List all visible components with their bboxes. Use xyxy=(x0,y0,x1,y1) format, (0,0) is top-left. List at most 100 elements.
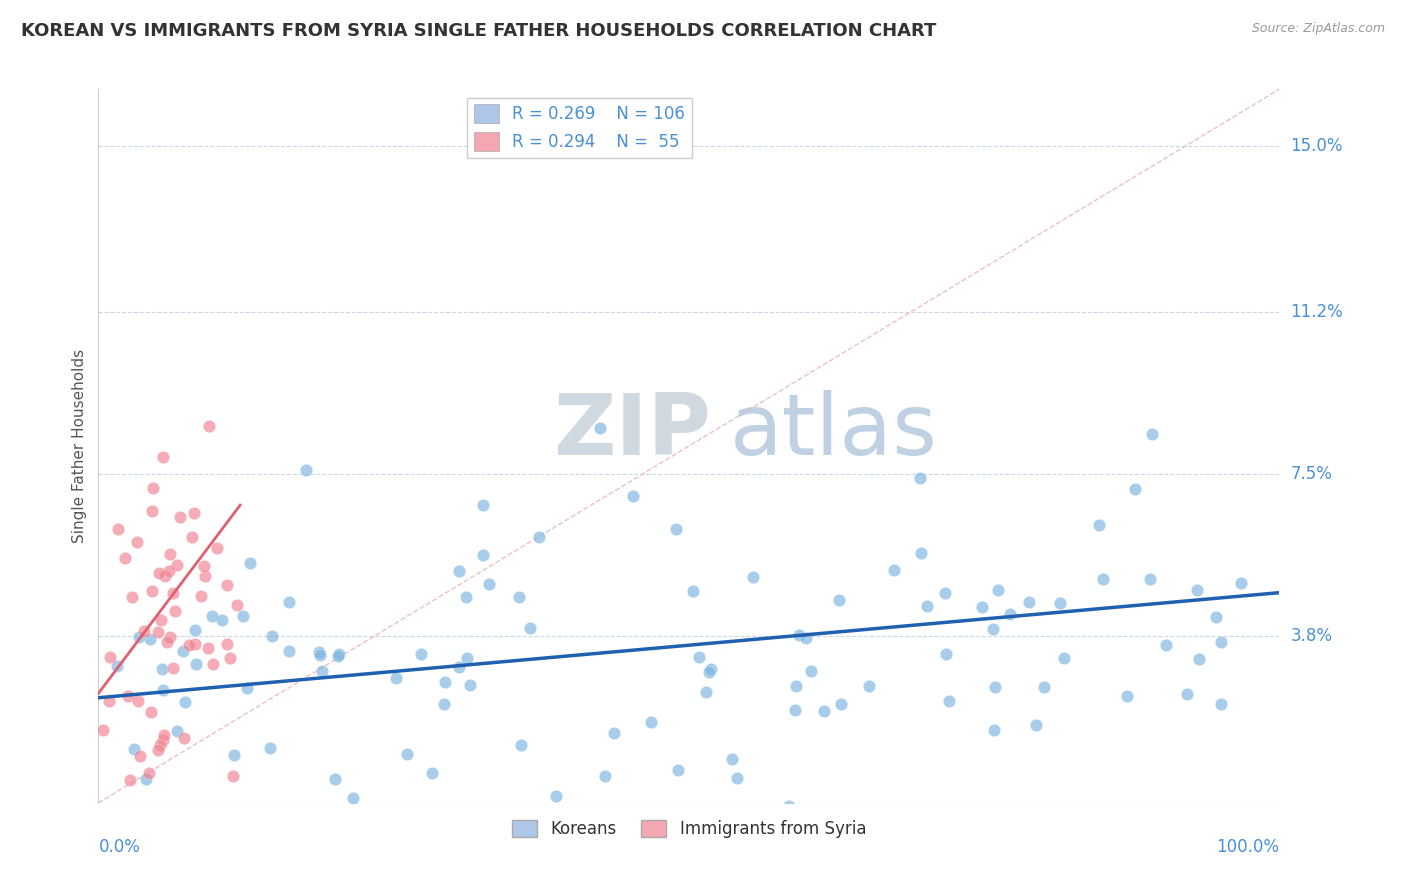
Text: 100.0%: 100.0% xyxy=(1216,838,1279,855)
Point xyxy=(478,576,501,591)
Point xyxy=(509,738,531,752)
Point xyxy=(207,541,229,555)
Point xyxy=(127,693,149,707)
Point xyxy=(166,724,188,739)
Point xyxy=(98,649,121,664)
Point xyxy=(165,604,187,618)
Point xyxy=(141,504,163,518)
Point xyxy=(148,738,170,752)
Point xyxy=(309,648,332,662)
Point xyxy=(150,661,173,675)
Text: atlas: atlas xyxy=(730,390,938,474)
Point xyxy=(326,648,349,663)
Point xyxy=(910,546,932,560)
Point xyxy=(201,657,224,671)
Point xyxy=(278,644,301,658)
Point xyxy=(603,726,626,740)
Point xyxy=(107,522,129,536)
Point xyxy=(1115,689,1137,703)
Point xyxy=(1187,583,1209,598)
Point xyxy=(311,664,333,678)
Point xyxy=(139,705,162,719)
Point xyxy=(1211,634,1233,648)
Point xyxy=(544,789,567,803)
Point xyxy=(1088,517,1111,532)
Point xyxy=(908,470,931,484)
Point xyxy=(222,769,245,783)
Point xyxy=(593,769,616,783)
Point xyxy=(858,679,880,693)
Text: 0.0%: 0.0% xyxy=(98,838,141,855)
Point xyxy=(159,547,181,561)
Text: 3.8%: 3.8% xyxy=(1291,627,1333,646)
Point xyxy=(114,551,136,566)
Point xyxy=(1053,651,1076,665)
Point xyxy=(98,823,121,838)
Point xyxy=(173,731,195,746)
Point xyxy=(219,651,242,665)
Point xyxy=(1033,680,1056,694)
Point xyxy=(830,697,852,711)
Point xyxy=(118,773,141,788)
Point xyxy=(150,613,173,627)
Point xyxy=(222,747,245,762)
Point xyxy=(183,506,205,520)
Point xyxy=(226,599,249,613)
Point xyxy=(211,613,233,627)
Point xyxy=(1156,638,1178,652)
Point xyxy=(132,624,155,638)
Point xyxy=(721,752,744,766)
Point xyxy=(172,644,194,658)
Point xyxy=(1205,610,1227,624)
Point xyxy=(589,421,612,435)
Point xyxy=(184,657,207,672)
Point xyxy=(197,640,219,655)
Point xyxy=(217,822,239,837)
Point xyxy=(260,629,283,643)
Text: Source: ZipAtlas.com: Source: ZipAtlas.com xyxy=(1251,22,1385,36)
Point xyxy=(162,661,184,675)
Point xyxy=(688,649,710,664)
Point xyxy=(433,697,456,711)
Point xyxy=(665,522,688,536)
Point xyxy=(169,510,191,524)
Point xyxy=(666,763,689,777)
Point xyxy=(135,772,157,786)
Point xyxy=(700,662,723,676)
Point xyxy=(460,678,482,692)
Point xyxy=(138,765,160,780)
Point xyxy=(129,749,152,764)
Point xyxy=(278,595,301,609)
Point xyxy=(1091,572,1114,586)
Point xyxy=(217,578,239,592)
Point xyxy=(1188,652,1211,666)
Point xyxy=(177,638,200,652)
Point xyxy=(156,634,179,648)
Point xyxy=(785,679,807,693)
Point xyxy=(1025,718,1047,732)
Point xyxy=(105,659,128,673)
Point xyxy=(127,534,149,549)
Point xyxy=(152,682,174,697)
Point xyxy=(682,583,704,598)
Point xyxy=(294,463,316,477)
Point xyxy=(184,637,207,651)
Point xyxy=(236,681,259,696)
Legend: Koreans, Immigrants from Syria: Koreans, Immigrants from Syria xyxy=(505,813,873,845)
Point xyxy=(1140,427,1163,442)
Point xyxy=(433,674,456,689)
Point xyxy=(153,728,176,742)
Point xyxy=(190,816,212,830)
Text: 15.0%: 15.0% xyxy=(1291,137,1343,155)
Point xyxy=(173,695,195,709)
Point xyxy=(193,558,215,573)
Point xyxy=(987,582,1010,597)
Point xyxy=(198,419,221,434)
Point xyxy=(742,570,765,584)
Point xyxy=(800,665,823,679)
Point xyxy=(117,690,139,704)
Point xyxy=(998,607,1021,621)
Point xyxy=(983,723,1005,738)
Point xyxy=(342,790,364,805)
Text: ZIP: ZIP xyxy=(553,390,711,474)
